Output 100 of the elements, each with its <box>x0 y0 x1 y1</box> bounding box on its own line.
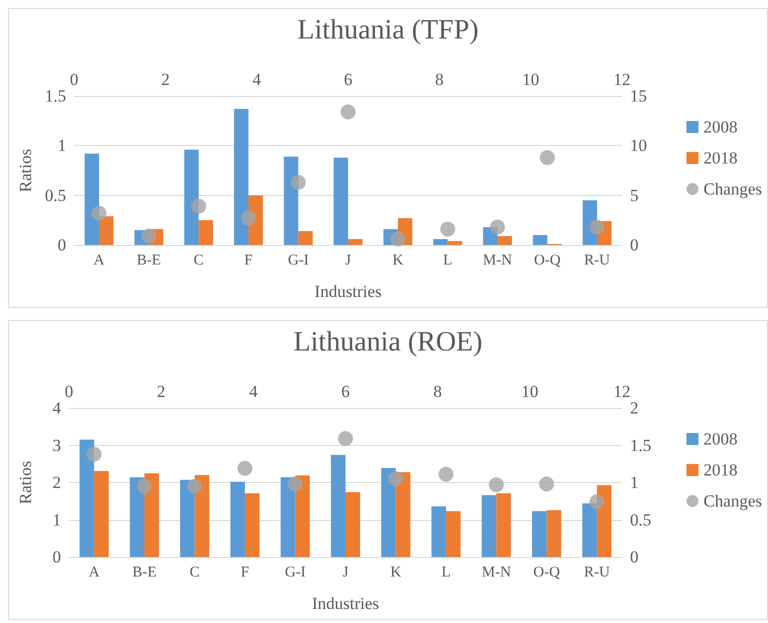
point <box>340 104 356 120</box>
bar <box>99 216 114 245</box>
x2-tick-label: 6 <box>341 382 350 401</box>
y-tick-label: 1.5 <box>44 86 66 106</box>
y2-tick-label: 1 <box>630 473 638 492</box>
x-tick-label: O-Q <box>534 252 561 268</box>
point <box>539 476 554 492</box>
bar <box>284 156 298 245</box>
point <box>438 466 454 482</box>
x2-tick-label: 0 <box>70 70 78 89</box>
bar <box>346 492 360 557</box>
point <box>240 210 256 226</box>
bar <box>234 108 248 245</box>
x2-tick-label: 8 <box>435 70 444 89</box>
x2-tick-label: 10 <box>522 70 540 89</box>
bar <box>546 510 562 557</box>
y-tick-label: 4 <box>52 398 62 418</box>
point <box>338 431 353 446</box>
x-tick-label: L <box>441 564 451 580</box>
bar <box>295 475 310 557</box>
point <box>86 446 102 462</box>
bar <box>130 477 144 557</box>
bar <box>80 440 94 557</box>
x2-tick-label: 8 <box>433 382 442 401</box>
bar <box>330 454 346 557</box>
y-tick-label: 0 <box>58 236 66 254</box>
x-tick-label: C <box>194 252 204 268</box>
legend-label: 2018 <box>703 460 738 480</box>
x-tick-label: C <box>190 564 200 580</box>
x-tick-label: F <box>244 252 253 268</box>
y-axis-title: Ratios <box>16 460 35 504</box>
y2-tick-label: 0.5 <box>630 510 652 530</box>
x-tick-label: J <box>345 252 352 268</box>
point <box>187 478 202 494</box>
bar <box>433 239 448 245</box>
y-tick-label: 1 <box>58 136 66 156</box>
bar <box>230 482 245 557</box>
bar <box>348 239 363 245</box>
x-tick-label: B-E <box>132 564 156 580</box>
x2-tick-label: 12 <box>614 382 630 401</box>
point <box>540 150 555 166</box>
chart-title: Lithuania (ROE) <box>294 326 482 358</box>
y2-tick-label: 5 <box>630 186 638 205</box>
legend-label: 2008 <box>703 118 738 136</box>
x2-tick-label: 12 <box>614 70 630 89</box>
legend-label: Changes <box>703 180 762 198</box>
y-tick-label: 0 <box>52 548 61 566</box>
bar <box>298 231 313 245</box>
point <box>136 478 152 494</box>
y-tick-label: 2 <box>52 473 61 492</box>
x-tick-label: A <box>94 252 105 268</box>
x-tick-label: L <box>443 252 452 268</box>
legend-label: Changes <box>703 492 762 510</box>
x-tick-label: R-U <box>584 564 610 580</box>
bar <box>84 154 100 245</box>
x2-tick-label: 2 <box>156 382 166 401</box>
x2-tick-label: 10 <box>521 382 538 401</box>
bar <box>180 480 195 557</box>
x-axis-title: Industries <box>312 594 380 613</box>
x-tick-label: R-U <box>584 252 610 268</box>
chart-title: Lithuania (TFP) <box>297 14 479 46</box>
y-axis-title: Ratios <box>16 148 35 192</box>
bar <box>184 150 199 245</box>
point <box>290 174 306 190</box>
x-tick-label: J <box>342 564 349 580</box>
bar <box>194 475 210 557</box>
point <box>191 198 206 214</box>
x-tick-label: G-I <box>288 252 309 268</box>
x-tick-label: M-N <box>482 564 512 580</box>
bar <box>497 236 512 245</box>
bar <box>244 493 260 557</box>
point <box>440 222 456 237</box>
point <box>92 206 107 221</box>
point <box>490 220 505 235</box>
x2-tick-label: 4 <box>249 382 258 401</box>
bar <box>596 485 612 557</box>
bar <box>448 241 462 245</box>
point <box>488 477 504 492</box>
x-tick-label: G-I <box>284 564 306 580</box>
bar <box>280 477 296 557</box>
x-tick-label: B-E <box>136 252 161 268</box>
y2-tick-label: 15 <box>630 86 647 106</box>
bar <box>144 473 159 557</box>
point <box>590 220 605 235</box>
y2-tick-label: 0 <box>630 548 638 566</box>
x-tick-label: K <box>392 252 404 268</box>
x-tick-label: F <box>240 564 250 580</box>
y-tick-label: 1 <box>52 510 61 530</box>
bar <box>532 511 547 557</box>
x2-tick-label: 4 <box>252 70 262 89</box>
bar <box>94 470 109 557</box>
bar <box>198 220 214 245</box>
legend-label: 2008 <box>703 430 738 448</box>
x-tick-label: M-N <box>482 252 512 268</box>
bar <box>532 235 548 245</box>
point <box>141 228 156 244</box>
bar <box>482 495 496 557</box>
bar <box>496 493 511 557</box>
legend-label: 2018 <box>703 148 738 168</box>
point <box>388 471 404 486</box>
